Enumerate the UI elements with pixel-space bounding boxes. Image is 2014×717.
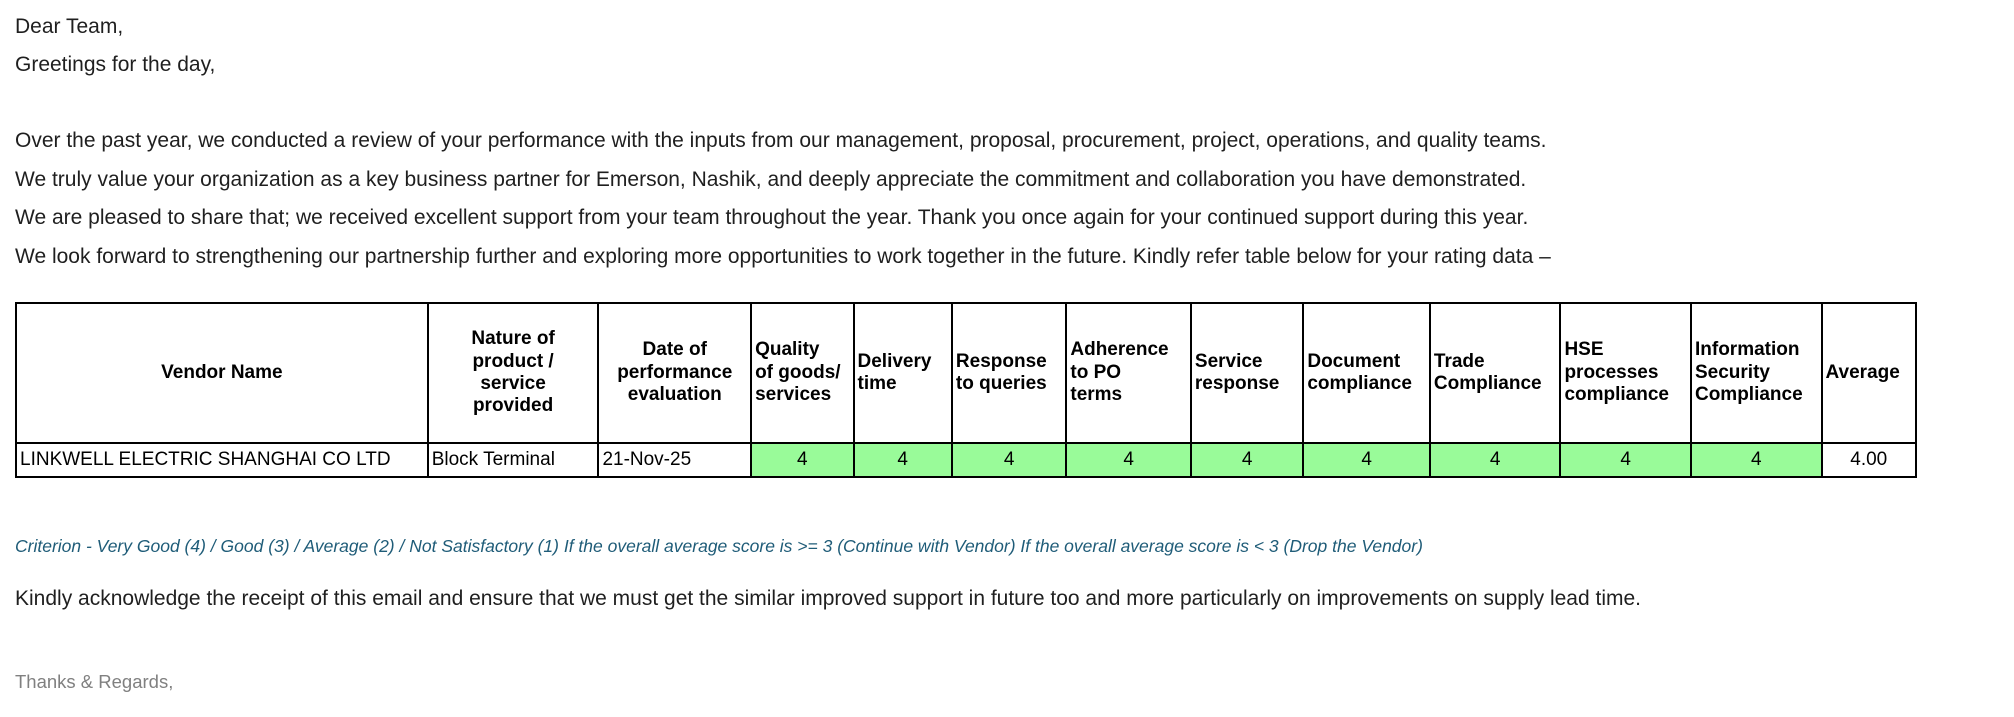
column-header-service-response: Service response xyxy=(1189,302,1305,444)
column-header-trade-compliance: Trade Compliance xyxy=(1428,302,1562,444)
score-infosec-cell: 4 xyxy=(1689,442,1823,478)
score-trade-cell: 4 xyxy=(1428,442,1562,478)
column-header-document-compliance: Document compliance xyxy=(1302,302,1431,444)
score-hse-cell: 4 xyxy=(1559,442,1692,478)
email-paragraph: Over the past year, we conducted a revie… xyxy=(15,122,2005,276)
column-header-evaluation-date: Date of performance evaluation xyxy=(597,302,753,444)
column-header-hse-compliance: HSE processes compliance xyxy=(1559,302,1692,444)
table-header-row: Vendor Name Nature of product / service … xyxy=(15,302,1918,444)
score-document-cell: 4 xyxy=(1302,442,1431,478)
column-header-infosec-compliance: Information Security Compliance xyxy=(1689,302,1823,444)
paragraph-line-1: Over the past year, we conducted a revie… xyxy=(15,129,1547,152)
column-header-delivery-time: Delivery time xyxy=(852,302,953,444)
score-response-cell: 4 xyxy=(950,442,1068,478)
score-delivery-cell: 4 xyxy=(852,442,953,478)
signature: Thanks & Regards, xyxy=(15,671,174,692)
table-row: LINKWELL ELECTRIC SHANGHAI CO LTD Block … xyxy=(15,442,1918,478)
column-header-adherence-to-po: Adherence to PO terms xyxy=(1065,302,1192,444)
column-header-response-to-queries: Response to queries xyxy=(950,302,1068,444)
average-cell: 4.00 xyxy=(1820,442,1918,478)
paragraph-line-3: We are pleased to share that; we receive… xyxy=(15,206,1529,229)
vendor-rating-table: Vendor Name Nature of product / service … xyxy=(15,302,1918,478)
nature-of-product-cell: Block Terminal xyxy=(426,442,600,478)
score-service-cell: 4 xyxy=(1189,442,1305,478)
criterion-note: Criterion - Very Good (4) / Good (3) / A… xyxy=(15,536,1423,556)
email-body: Dear Team, Greetings for the day, Over t… xyxy=(15,8,2005,692)
salutation-line-1: Dear Team, xyxy=(15,15,124,38)
column-header-nature-of-product: Nature of product / service provided xyxy=(426,302,600,444)
paragraph-line-4: We look forward to strengthening our par… xyxy=(15,244,1551,268)
closing-line: Kindly acknowledge the receipt of this e… xyxy=(15,587,1641,610)
salutation-line-2: Greetings for the day, xyxy=(15,53,216,76)
salutation: Dear Team, Greetings for the day, xyxy=(15,8,2005,84)
paragraph-line-2: We truly value your organization as a ke… xyxy=(15,167,1527,191)
column-header-vendor-name: Vendor Name xyxy=(15,302,429,444)
column-header-average: Average xyxy=(1820,302,1918,444)
vendor-name-cell: LINKWELL ELECTRIC SHANGHAI CO LTD xyxy=(15,442,429,478)
score-adherence-cell: 4 xyxy=(1065,442,1192,478)
evaluation-date-cell: 21-Nov-25 xyxy=(597,442,753,478)
score-quality-cell: 4 xyxy=(750,442,855,478)
column-header-quality: Quality of goods/ services xyxy=(750,302,855,444)
